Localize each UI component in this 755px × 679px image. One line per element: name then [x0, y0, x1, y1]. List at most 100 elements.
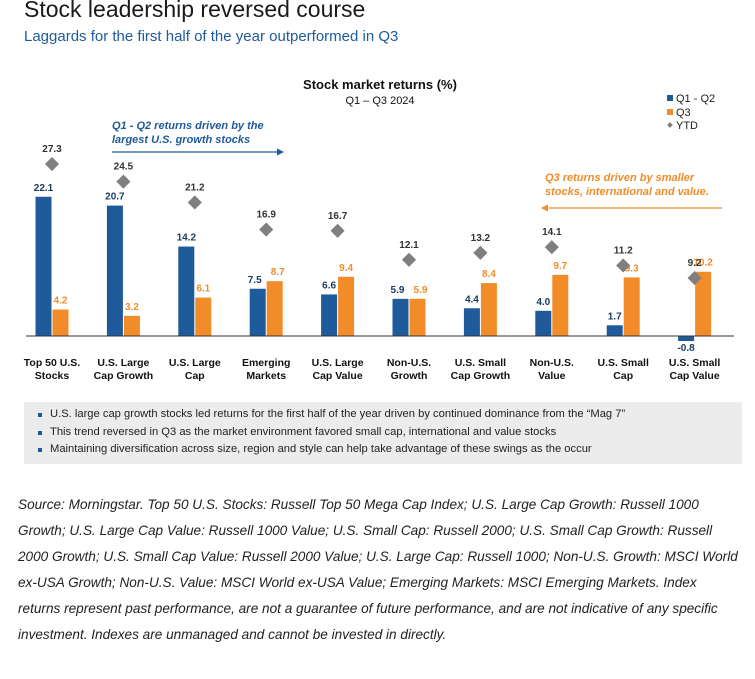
bar-q3 [623, 277, 640, 336]
x-tick-label: Markets [246, 370, 286, 382]
key-points-box: U.S. large cap growth stocks led returns… [24, 402, 742, 464]
legend: Q1 - Q2 Q3 YTD [667, 93, 715, 132]
x-tick-label: Growth [391, 370, 428, 382]
marker-ytd [44, 156, 60, 172]
bar-q1-q2 [535, 310, 552, 336]
label-q1-q2: 7.5 [248, 275, 262, 286]
marker-ytd [330, 223, 345, 238]
x-tick-label: Stocks [35, 370, 70, 382]
label-ytd: 24.5 [114, 162, 134, 173]
legend-swatch-q1q2 [667, 95, 673, 101]
label-ytd: 13.2 [471, 233, 491, 244]
bar-q1-q2 [321, 294, 338, 336]
key-point: U.S. large cap growth stocks led returns… [34, 406, 742, 424]
key-point: This trend reversed in Q3 as the market … [34, 424, 742, 442]
chart-title: Stock market returns (%) [303, 77, 457, 92]
annotation-right-line-2: stocks, international and value. [545, 186, 709, 198]
x-tick-label: Cap [613, 370, 633, 382]
x-tick-label: U.S. Small [669, 357, 720, 369]
bar-q3 [52, 309, 69, 336]
x-tick-label: U.S. Small [455, 357, 506, 369]
marker-ytd [187, 195, 202, 210]
label-q3: 9.3 [625, 263, 639, 274]
label-q3: 5.9 [414, 285, 428, 296]
marker-ytd [616, 258, 631, 273]
label-ytd: 27.3 [42, 144, 62, 155]
key-point: Maintaining diversification across size,… [34, 441, 742, 459]
marker-ytd [473, 245, 488, 260]
bar-q3 [695, 271, 712, 336]
source-note: Source: Morningstar. Top 50 U.S. Stocks:… [18, 497, 738, 642]
annotation-right-arrowhead [541, 204, 548, 212]
label-ytd: 16.9 [256, 210, 276, 221]
bar-q1-q2 [178, 246, 195, 336]
x-tick-label: Value [538, 370, 566, 382]
legend-marker-ytd [667, 122, 673, 128]
label-q1-q2: -0.8 [677, 343, 695, 354]
label-q3: 4.2 [54, 296, 68, 307]
bar-q3 [266, 281, 283, 336]
annotation-left-arrowhead [277, 148, 284, 156]
legend-swatch-q3 [667, 109, 673, 115]
page-headline: Stock leadership reversed course [24, 0, 366, 22]
label-q3: 9.7 [553, 261, 567, 272]
label-q1-q2: 6.6 [322, 280, 336, 291]
x-tick-label: U.S. Large [97, 357, 149, 369]
label-q3: 10.2 [693, 258, 713, 269]
bar-q3 [480, 283, 497, 336]
x-tick-label: U.S. Large [312, 357, 364, 369]
bar-q1-q2 [249, 288, 266, 336]
bar-q1-q2 [606, 325, 623, 336]
label-q3: 3.2 [125, 302, 139, 313]
page-subtitle: Laggards for the first half of the year … [24, 28, 399, 45]
annotation-right-line-1: Q3 returns driven by smaller [545, 172, 695, 184]
x-tick-label: U.S. Large [169, 357, 221, 369]
bar-q1-q2 [35, 196, 52, 336]
x-tick-label: Cap Growth [451, 370, 511, 382]
x-tick-label: Non-U.S. [387, 357, 431, 369]
label-q1-q2: 5.9 [391, 285, 405, 296]
label-q1-q2: 20.7 [105, 192, 125, 203]
marker-ytd [401, 252, 417, 267]
plot-area: 22.1 4.2 27.3 Top 50 U.S.Stocks 20.7 3.2 24.5 U… [24, 144, 734, 382]
annotation-left: Q1 - Q2 returns driven by the largest U.… [112, 120, 284, 156]
label-q1-q2: 22.1 [34, 183, 54, 194]
bar-q1-q2 [392, 298, 409, 336]
label-q3: 8.7 [271, 267, 285, 278]
annotation-left-line-2: largest U.S. growth stocks [112, 134, 250, 146]
bar-q3 [552, 274, 569, 336]
legend-label-q3: Q3 [676, 107, 691, 119]
label-ytd: 16.7 [328, 211, 348, 222]
label-q1-q2: 14.2 [177, 233, 197, 244]
label-q1-q2: 1.7 [608, 311, 622, 322]
marker-ytd [259, 222, 274, 237]
label-q3: 8.4 [482, 269, 496, 280]
label-ytd: 12.1 [399, 240, 419, 251]
label-ytd: 11.2 [614, 245, 633, 256]
annotation-left-line-1: Q1 - Q2 returns driven by the [112, 120, 264, 132]
x-tick-label: U.S. Small [598, 357, 649, 369]
x-tick-label: Cap Value [669, 370, 719, 382]
marker-ytd [116, 174, 131, 189]
label-ytd: 21.2 [185, 182, 205, 193]
label-ytd: 14.1 [542, 227, 562, 238]
bar-q3 [338, 276, 355, 336]
chart-subtitle: Q1 – Q3 2024 [345, 95, 414, 107]
marker-ytd [544, 240, 559, 255]
annotation-right: Q3 returns driven by smaller stocks, int… [541, 172, 722, 212]
legend-label-q1q2: Q1 - Q2 [676, 93, 715, 105]
x-tick-label: Emerging [242, 357, 290, 369]
bar-q3 [123, 315, 140, 336]
label-q3: 9.4 [339, 263, 353, 274]
x-tick-label: Non-U.S. [530, 357, 574, 369]
label-ytd: 9.2 [688, 258, 702, 269]
label-q1-q2: 4.0 [536, 297, 550, 308]
bar-q3 [409, 298, 426, 336]
x-tick-label: Top 50 U.S. [24, 357, 80, 369]
label-q3: 6.1 [196, 284, 210, 295]
marker-ytd [687, 270, 702, 286]
label-q1-q2: 4.4 [465, 294, 479, 305]
x-tick-label: Cap Growth [94, 370, 154, 382]
x-tick-label: Cap Value [312, 370, 362, 382]
bar-q1-q2 [106, 205, 123, 336]
